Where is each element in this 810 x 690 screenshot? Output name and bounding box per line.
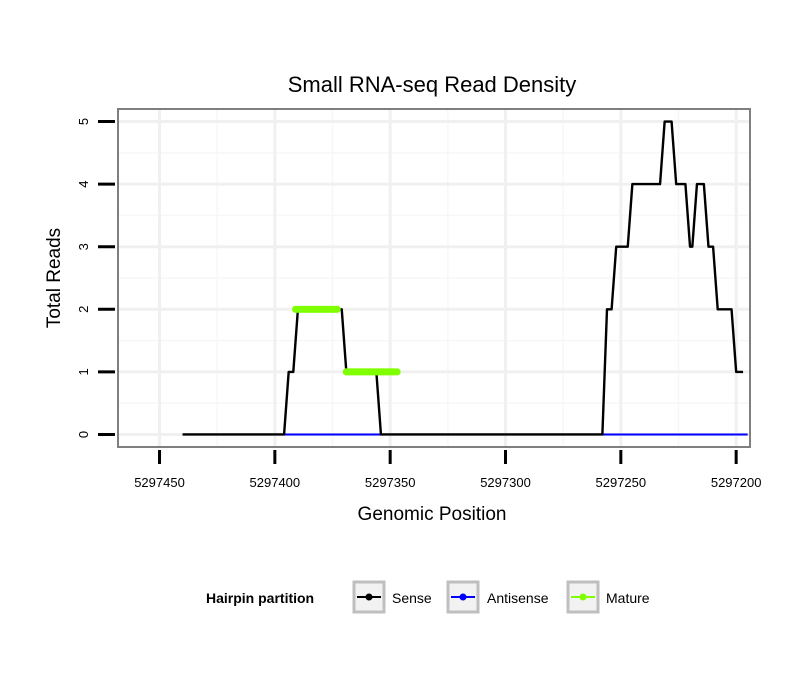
legend-key-point	[365, 593, 373, 601]
x-tick-label: 5297250	[596, 475, 647, 490]
legend-item-mature: Mature	[566, 580, 650, 614]
y-tick-label: 1	[76, 368, 91, 375]
x-tick-label: 5297450	[134, 475, 185, 490]
x-tick-label: 5297400	[250, 475, 301, 490]
x-tick-label: 5297300	[480, 475, 531, 490]
y-axis-ticks: 0 1 2 3 4 5	[76, 118, 115, 438]
y-tick-label: 5	[76, 118, 91, 125]
legend-key-point	[459, 593, 467, 601]
legend-title: Hairpin partition	[206, 590, 314, 606]
x-tick-label: 5297350	[365, 475, 416, 490]
legend-item-sense: Sense	[352, 580, 432, 614]
y-tick-label: 4	[76, 180, 91, 187]
mature-point	[292, 305, 300, 313]
mature-point	[342, 368, 350, 376]
legend-label-sense: Sense	[392, 590, 432, 606]
legend: Hairpin partition Sense Antisense Mature	[206, 580, 650, 614]
y-tick-label: 2	[76, 306, 91, 313]
legend-item-antisense: Antisense	[446, 580, 549, 614]
chart-title: Small RNA-seq Read Density	[288, 72, 577, 97]
x-axis-label: Genomic Position	[358, 504, 507, 525]
legend-label-antisense: Antisense	[487, 590, 549, 606]
legend-label-mature: Mature	[606, 590, 650, 606]
y-tick-label: 3	[76, 243, 91, 250]
series-layer	[182, 120, 748, 436]
y-tick-label: 0	[76, 431, 91, 438]
series-sense-line	[182, 120, 744, 436]
grid	[118, 109, 750, 447]
plot-panel-border	[117, 108, 751, 448]
legend-key-point	[579, 593, 587, 601]
x-axis-ticks: 5297450 5297400 5297350 5297300 5297250 52972…	[134, 450, 761, 490]
y-axis-label: Total Reads	[44, 228, 65, 328]
x-tick-label: 5297200	[711, 475, 762, 490]
